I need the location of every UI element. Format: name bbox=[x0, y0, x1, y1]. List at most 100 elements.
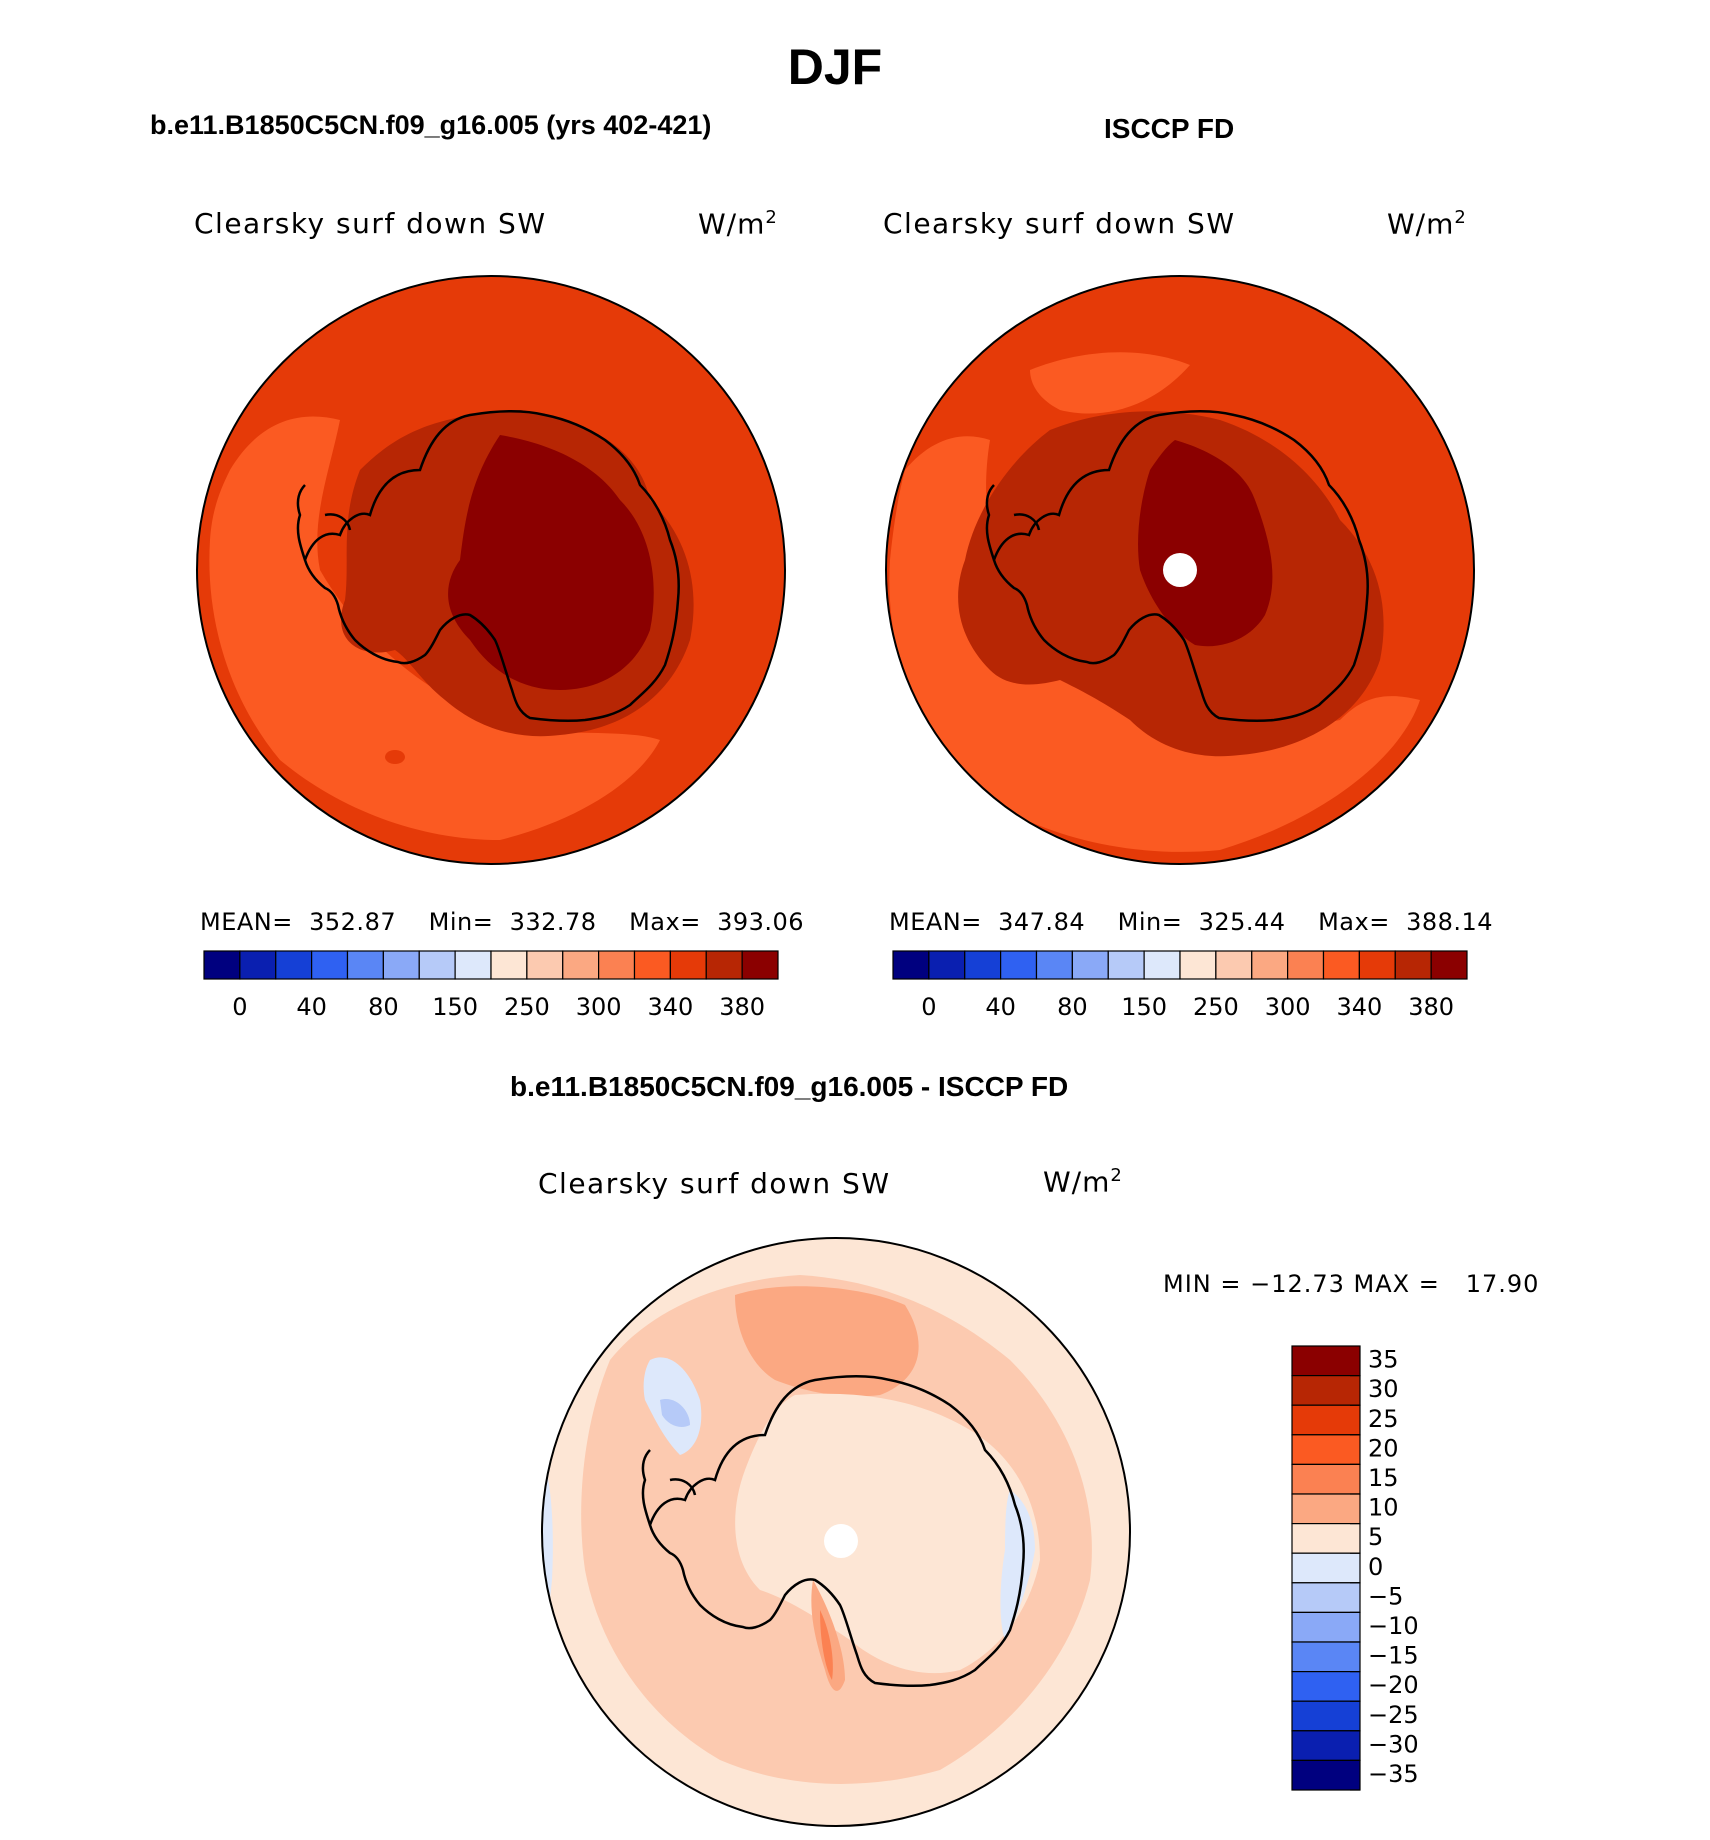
panel-3-colorbar-swatch bbox=[1291, 1641, 1361, 1673]
panel-2-colorbar-swatch bbox=[1358, 950, 1396, 980]
panel-1-colorbar-swatch bbox=[741, 950, 779, 980]
panel-3-case-title: b.e11.B1850C5CN.f09_g16.005 - ISCCP FD bbox=[510, 1071, 1069, 1102]
figure-title: DJF bbox=[787, 39, 883, 95]
panel-3-coastline bbox=[648, 1375, 1025, 1688]
panel-3-colorbar-swatch bbox=[1291, 1404, 1361, 1436]
panel-2-colorbar-tick-label: 300 bbox=[1265, 993, 1311, 1021]
panel-3-colorbar-swatch bbox=[1291, 1493, 1361, 1525]
panel-3-map-border bbox=[541, 1237, 1131, 1827]
panel-3-colorbar-tick-label: −15 bbox=[1368, 1642, 1419, 1670]
panel-1-min-value: 332.78 bbox=[509, 908, 597, 936]
panel-1-colorbar-swatch bbox=[275, 950, 313, 980]
panel-3-colorbar-tick-label: 25 bbox=[1368, 1405, 1399, 1433]
panel-2-colorbar-swatch bbox=[1107, 950, 1145, 980]
panel-1-map bbox=[197, 276, 785, 864]
panel-3-colorbar-swatch bbox=[1291, 1374, 1361, 1406]
panel-2-coastline bbox=[992, 410, 1369, 723]
panel-1-colorbar-swatch bbox=[311, 950, 349, 980]
panel-2-stats: MEAN= 347.84 Min= 325.44 Max= 388.14 bbox=[889, 908, 1494, 936]
panel-2-colorbar-swatch bbox=[1430, 950, 1468, 980]
panel-3-stats: MIN = −12.73 MAX = 17.90 bbox=[1163, 1270, 1540, 1298]
panel-3-colorbar-swatch bbox=[1291, 1611, 1361, 1643]
panel-3-colorbar-tick-label: −25 bbox=[1368, 1701, 1419, 1729]
panel-2-map-border bbox=[885, 275, 1475, 865]
panel-3-colorbar-tick-label: 0 bbox=[1368, 1553, 1383, 1581]
panel-2-colorbar-swatch bbox=[1215, 950, 1253, 980]
panel-3-colorbar-tick-label: −35 bbox=[1368, 1760, 1419, 1788]
panel-2-colorbar-swatch bbox=[1179, 950, 1217, 980]
panel-1-colorbar-tick-label: 300 bbox=[576, 993, 622, 1021]
panel-3-colorbar-tick-label: 20 bbox=[1368, 1434, 1399, 1462]
panel-1-max-value: 393.06 bbox=[717, 908, 805, 936]
panel-1-colorbar-tick-label: 250 bbox=[504, 993, 550, 1021]
panel-2-colorbar-tick-label: 40 bbox=[985, 993, 1016, 1021]
panel-1-colorbar-tick-label: 80 bbox=[368, 993, 399, 1021]
panel-2-min-value: 325.44 bbox=[1198, 908, 1286, 936]
panel-1-colorbar-tick-label: 340 bbox=[647, 993, 693, 1021]
panel-2-colorbar-swatch bbox=[892, 950, 930, 980]
panel-1-colorbar-swatch bbox=[490, 950, 528, 980]
panel-2-colorbar-tick-label: 380 bbox=[1408, 993, 1454, 1021]
panel-1-colorbar-tick-label: 0 bbox=[232, 993, 247, 1021]
panel-2-variable-label: Clearsky surf down SW bbox=[883, 207, 1236, 240]
panel-1-colorbar-swatch bbox=[526, 950, 564, 980]
panel-3-colorbar-tick-label: 10 bbox=[1368, 1494, 1399, 1522]
panel-1-colorbar-swatch bbox=[562, 950, 600, 980]
panel-3-colorbar-tick-label: −10 bbox=[1368, 1612, 1419, 1640]
panel-2-colorbar-tick-label: 250 bbox=[1193, 993, 1239, 1021]
panel-2-max-value: 388.14 bbox=[1406, 908, 1494, 936]
panel-2-colorbar-tick-label: 340 bbox=[1336, 993, 1382, 1021]
panel-2-colorbar-swatch bbox=[1035, 950, 1073, 980]
panel-1-colorbar-swatch bbox=[418, 950, 456, 980]
panel-2-colorbar-swatch bbox=[1071, 950, 1109, 980]
panel-2-colorbar-tick-label: 80 bbox=[1057, 993, 1088, 1021]
panel-3-colorbar-swatch bbox=[1291, 1670, 1361, 1702]
panel-3-colorbar-tick-label: 35 bbox=[1368, 1346, 1399, 1374]
panel-3-colorbar-swatch bbox=[1291, 1582, 1361, 1614]
panel-1-colorbar-swatch bbox=[454, 950, 492, 980]
panel-3-colorbar-swatch bbox=[1291, 1759, 1361, 1791]
panel-1-colorbar-swatch bbox=[633, 950, 671, 980]
panel-2-colorbar-swatch bbox=[964, 950, 1002, 980]
panel-1-colorbar-swatch bbox=[382, 950, 420, 980]
panel-1-colorbar-swatch bbox=[239, 950, 277, 980]
panel-1-colorbar-swatch bbox=[203, 950, 241, 980]
panel-2-colorbar-swatch bbox=[1322, 950, 1360, 980]
panel-2-colorbar-swatch bbox=[1394, 950, 1432, 980]
panel-3-variable-label: Clearsky surf down SW bbox=[538, 1167, 891, 1200]
panel-3-colorbar-swatch bbox=[1291, 1463, 1361, 1495]
panel-2-colorbar-swatch bbox=[1251, 950, 1289, 980]
panel-1-colorbar-swatch bbox=[705, 950, 743, 980]
panel-1-case-title: b.e11.B1850C5CN.f09_g16.005 (yrs 402-421… bbox=[150, 110, 712, 140]
panel-3-colorbar-tick-label: −30 bbox=[1368, 1730, 1419, 1758]
panel-2-units-label: W/m2 bbox=[1387, 207, 1467, 241]
panel-2-mean-value: 347.84 bbox=[998, 908, 1086, 936]
panel-3-colorbar-tick-label: 5 bbox=[1368, 1523, 1383, 1551]
panel-1-colorbar-swatch bbox=[669, 950, 707, 980]
panel-1-map-border bbox=[196, 275, 786, 865]
panel-3-colorbar-swatch bbox=[1291, 1552, 1361, 1584]
panel-3-colorbar-swatch bbox=[1291, 1730, 1361, 1762]
panel-3-colorbar-tick-label: 15 bbox=[1368, 1464, 1399, 1492]
panel-1-coastline bbox=[303, 410, 680, 723]
panel-3-colorbar-tick-label: 30 bbox=[1368, 1375, 1399, 1403]
panel-1-colorbar: 0 40 80 150 250 300 340 380 bbox=[203, 950, 779, 1021]
panel-3-colorbar-swatch bbox=[1291, 1345, 1361, 1377]
panel-1-mean-value: 352.87 bbox=[309, 908, 397, 936]
panel-1-colorbar-tick-label: 150 bbox=[432, 993, 478, 1021]
panel-1-colorbar-swatch bbox=[598, 950, 636, 980]
panel-2-case-title: ISCCP FD bbox=[1104, 113, 1235, 144]
panel-1-colorbar-tick-label: 380 bbox=[719, 993, 765, 1021]
panel-3-colorbar-tick-label: −5 bbox=[1368, 1582, 1403, 1610]
panel-1-units-label: W/m2 bbox=[698, 207, 778, 241]
panel-3-map bbox=[542, 1238, 1130, 1826]
panel-3-colorbar-swatch bbox=[1291, 1434, 1361, 1466]
panel-2-colorbar-tick-label: 150 bbox=[1121, 993, 1167, 1021]
panel-2-colorbar-tick-label: 0 bbox=[921, 993, 936, 1021]
panel-3-colorbar-swatch bbox=[1291, 1700, 1361, 1732]
panel-1-stats: MEAN= 352.87 Min= 332.78 Max= 393.06 bbox=[200, 908, 805, 936]
panel-2-map bbox=[886, 276, 1474, 864]
panel-2-colorbar-swatch bbox=[1143, 950, 1181, 980]
